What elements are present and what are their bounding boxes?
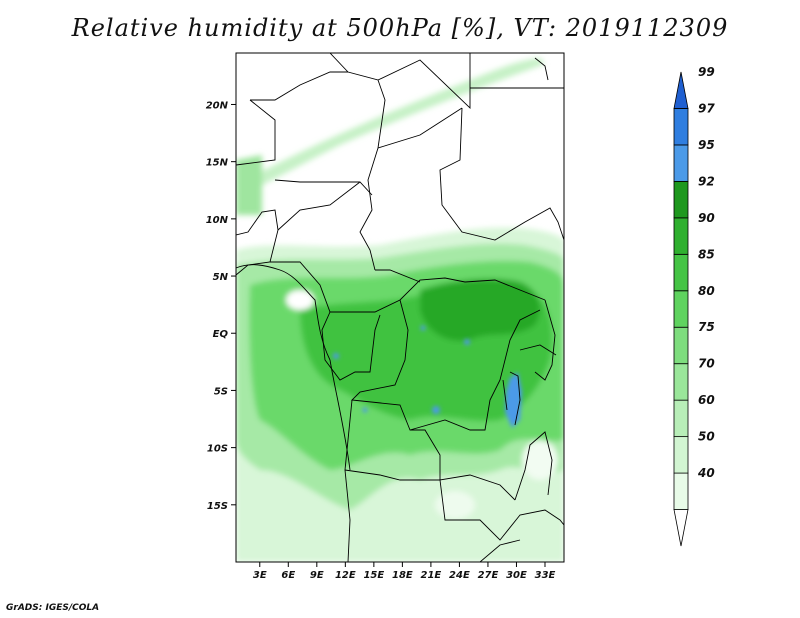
lat-tick-label: 5N	[213, 272, 229, 283]
lon-tick-label: 9E	[310, 570, 324, 581]
lon-tick-label: 21E	[421, 570, 442, 581]
colorbar-swatch	[673, 217, 689, 255]
humidity-spot-4	[333, 353, 339, 359]
humidity-streak-north	[236, 58, 545, 195]
lon-tick-label: 3E	[253, 570, 267, 581]
lon-tick-label: 30E	[506, 570, 527, 581]
colorbar-swatch	[673, 290, 689, 328]
latitude-axis: 20N 15N 10N 5N EQ 5S 10S 15S	[206, 100, 236, 512]
colorbar-label: 97	[698, 101, 715, 115]
colorbar-swatch	[673, 144, 689, 182]
humidity-zone-dark	[420, 278, 540, 341]
dry-pocket-1	[286, 290, 314, 310]
colorbar-swatch	[673, 436, 689, 474]
colorbar-label: 90	[698, 211, 715, 225]
lat-tick-label: 10S	[207, 444, 228, 455]
colorbar-label: 75	[698, 320, 715, 334]
lat-tick-label: EQ	[213, 329, 229, 340]
colorbar-swatch	[673, 180, 689, 219]
colorbar-label: 99	[698, 65, 715, 79]
colorbar-swatch	[673, 108, 689, 146]
dry-pocket-3	[435, 491, 475, 519]
lat-tick-label: 10N	[206, 215, 229, 226]
grads-credit: GrADS: IGES/COLA	[6, 603, 100, 613]
humidity-field	[236, 58, 564, 562]
map-title: Relative humidity at 500hPa [%], VT: 201…	[71, 14, 729, 42]
colorbar-label: 95	[698, 138, 715, 152]
dry-pocket-2	[522, 440, 558, 480]
lon-tick-label: 33E	[535, 570, 556, 581]
longitude-axis: 3E 6E 9E 12E 15E 18E 21E 24E 27E 30E 33E	[253, 562, 556, 581]
colorbar-swatch	[673, 326, 689, 365]
lon-tick-label: 15E	[363, 570, 384, 581]
lon-tick-label: 12E	[335, 570, 356, 581]
lat-tick-label: 20N	[206, 100, 229, 111]
lon-tick-label: 27E	[478, 570, 499, 581]
colorbar-label: 40	[697, 466, 715, 480]
humidity-patch-west	[236, 155, 262, 215]
humidity-spot-lake-tanganyika	[505, 372, 522, 428]
colorbar-label: 92	[698, 174, 715, 188]
colorbar-label: 80	[698, 284, 715, 298]
humidity-spot-6	[362, 407, 368, 413]
colorbar: 40 50 60 70 75 80 85 90 92 95 97 99	[673, 65, 715, 547]
colorbar-swatch	[673, 71, 689, 109]
lat-tick-label: 5S	[214, 386, 228, 397]
colorbar-swatch	[673, 363, 689, 401]
lon-tick-label: 24E	[449, 570, 470, 581]
colorbar-label: 85	[698, 247, 715, 261]
humidity-spot-5	[420, 325, 426, 331]
lon-tick-label: 18E	[392, 570, 413, 581]
country-borders	[236, 53, 564, 562]
colorbar-swatch	[673, 472, 689, 510]
colorbar-label: 70	[698, 357, 715, 371]
colorbar-label: 60	[698, 393, 715, 407]
lat-tick-label: 15S	[207, 501, 228, 512]
colorbar-swatch	[673, 399, 689, 438]
map-frame	[235, 52, 565, 563]
humidity-spot-3	[464, 339, 470, 345]
colorbar-swatch	[673, 253, 689, 292]
colorbar-swatch	[673, 509, 689, 547]
lon-tick-label: 6E	[281, 570, 295, 581]
lat-tick-label: 15N	[206, 158, 229, 169]
humidity-spot-2	[432, 406, 440, 414]
colorbar-label: 50	[698, 430, 715, 444]
